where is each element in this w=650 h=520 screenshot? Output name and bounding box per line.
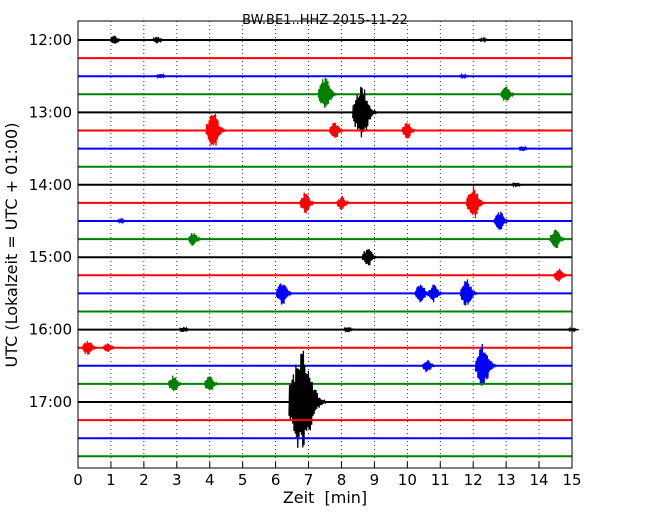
event-signal — [82, 340, 98, 355]
event-signal — [167, 375, 184, 391]
event-signal — [336, 195, 351, 210]
event-signal — [329, 122, 345, 138]
event-signal — [511, 181, 524, 189]
plot-frame — [77, 20, 573, 469]
x-tick-label: 1 — [106, 471, 116, 489]
event-signal — [275, 283, 294, 305]
event-signal — [352, 86, 378, 138]
event-signal — [155, 72, 168, 80]
x-tick-label: 14 — [530, 471, 549, 489]
event-signal — [343, 326, 356, 334]
x-tick-label: 8 — [337, 471, 347, 489]
y-axis-ticks: 12:00 13:00 14:00 15:00 16:00 17:00 — [29, 31, 84, 411]
x-tick-label: 0 — [73, 471, 83, 489]
event-signal — [478, 36, 491, 44]
x-tick-label: 3 — [172, 471, 182, 489]
event-signal — [102, 343, 117, 353]
event-signal — [465, 186, 486, 219]
event-signal — [458, 72, 471, 80]
x-tick-label: 2 — [139, 471, 149, 489]
event-signal — [493, 211, 510, 230]
event-signal — [204, 376, 220, 391]
y-tick-label: 16:00 — [29, 321, 72, 339]
event-signal — [152, 36, 165, 44]
x-tick-label: 12 — [464, 471, 483, 489]
y-tick-label: 14:00 — [29, 176, 72, 194]
event-signal — [427, 284, 444, 303]
event-signal — [474, 343, 498, 386]
event-signal — [317, 77, 338, 108]
event-signal — [553, 268, 568, 282]
x-tick-label: 6 — [271, 471, 281, 489]
x-axis-label: Zeit [min] — [283, 488, 367, 507]
traces — [78, 35, 580, 458]
event-signal — [288, 350, 327, 448]
event-signal — [500, 86, 516, 101]
event-signal — [518, 145, 531, 152]
x-tick-label: 4 — [205, 471, 215, 489]
event-signal — [178, 325, 191, 333]
y-tick-label: 15:00 — [29, 248, 72, 266]
event-signal — [116, 217, 128, 225]
event-signal — [109, 35, 123, 44]
event-signal — [401, 122, 418, 139]
y-tick-label: 17:00 — [29, 393, 72, 411]
event-signal — [567, 325, 580, 333]
event-signal — [205, 113, 227, 146]
x-tick-label: 9 — [370, 471, 380, 489]
x-axis-ticks: 0 1 2 3 4 5 6 7 8 9 10 11 12 13 14 15 — [73, 462, 582, 489]
x-tick-label: 5 — [238, 471, 248, 489]
x-tick-label: 13 — [497, 471, 516, 489]
event-signal — [421, 359, 437, 373]
event-signal — [361, 249, 379, 266]
event-signal — [414, 284, 431, 303]
y-tick-label: 12:00 — [29, 31, 72, 49]
y-tick-label: 13:00 — [29, 103, 72, 121]
x-tick-label: 7 — [304, 471, 314, 489]
event-signal — [459, 279, 479, 306]
event-signal — [187, 232, 203, 246]
x-tick-label: 15 — [562, 471, 581, 489]
x-tick-label: 11 — [431, 471, 450, 489]
y-axis-label: UTC (Lokalzeit = UTC + 01:00) — [2, 123, 21, 368]
event-signal — [299, 192, 316, 214]
x-tick-label: 10 — [398, 471, 417, 489]
event-signal — [549, 229, 566, 249]
